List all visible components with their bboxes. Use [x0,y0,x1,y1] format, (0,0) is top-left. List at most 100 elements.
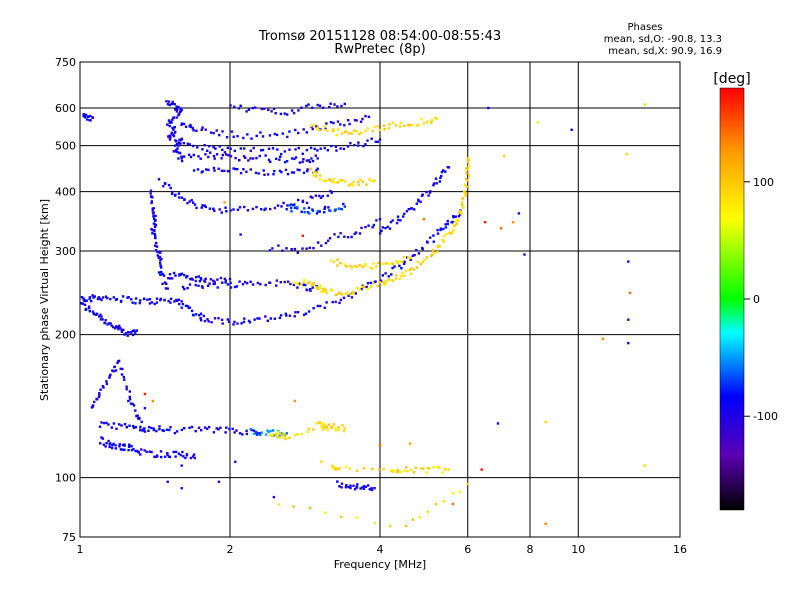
data-point [199,317,202,320]
data-point [123,448,126,451]
data-point [270,434,273,438]
data-point [177,141,181,144]
data-point [290,210,293,213]
data-point [101,437,105,440]
data-point [163,298,166,302]
data-point [268,249,272,252]
data-point [396,262,400,265]
data-point [143,407,147,410]
data-point [125,385,128,388]
data-point [375,265,378,268]
data-point [272,495,276,499]
data-point [108,376,111,379]
data-point [334,427,337,430]
data-point [107,423,110,426]
data-point [278,158,281,161]
data-point [361,486,364,489]
data-point [195,276,198,279]
data-point [466,160,470,164]
data-point [329,121,333,124]
colorbar-tick-label: 100 [753,176,774,189]
data-point [283,112,286,115]
data-point [213,317,217,320]
data-point [403,274,406,277]
data-point [378,138,382,141]
data-point [373,125,376,128]
data-point [152,222,156,225]
data-point [296,206,299,209]
data-point [357,132,361,136]
data-point [111,369,114,372]
data-point [353,118,357,122]
data-point [288,436,291,440]
data-point [361,180,364,183]
data-point [239,147,242,150]
data-point [244,156,247,159]
data-point [127,399,130,403]
data-point [159,251,162,254]
data-point [378,444,382,447]
colorbar [719,87,745,511]
data-point [303,210,306,214]
data-point [352,181,355,184]
data-point [91,310,95,313]
data-point [119,367,122,370]
data-point [432,234,435,237]
data-point [313,123,316,126]
data-point [269,429,272,433]
data-point [324,180,328,183]
data-point [362,467,366,470]
data-point [220,157,223,160]
data-point [218,145,221,148]
data-point [256,317,259,320]
data-point [126,334,129,337]
data-point [217,480,221,483]
data-point [417,123,420,127]
data-point [308,246,311,249]
data-point [173,431,177,435]
data-point [258,154,261,158]
data-point [241,283,245,286]
data-point [442,169,445,172]
data-point [172,450,175,454]
data-point [422,218,426,221]
data-point [454,215,457,218]
data-point [435,182,438,185]
data-point [84,308,87,311]
data-point [321,288,325,291]
data-point [461,201,464,204]
data-point [419,262,423,266]
data-point [403,262,406,265]
data-point [458,490,462,494]
data-point [362,485,366,488]
data-point [163,182,167,185]
data-point [209,131,213,134]
data-point [159,264,162,267]
data-point [361,265,364,268]
data-point [436,232,440,235]
data-point [139,428,142,431]
data-point [240,322,243,325]
data-point [340,293,344,296]
data-point [306,430,309,434]
data-point [389,525,392,528]
data-point [251,157,255,160]
data-point [200,206,203,209]
data-point [426,510,429,513]
data-point [425,121,429,124]
data-point [234,460,237,463]
y-axis-label: Stationary phase Virtual Height [km] [38,199,51,401]
data-point [402,256,406,259]
data-point [197,275,200,278]
data-point [409,123,412,127]
data-point [315,285,318,288]
data-point [452,228,455,232]
data-point [372,281,375,285]
data-point [186,286,189,290]
data-point [372,223,376,227]
data-point [328,105,331,109]
data-point [174,274,177,277]
data-point [325,291,329,295]
data-point [409,442,412,445]
data-point [357,144,360,147]
